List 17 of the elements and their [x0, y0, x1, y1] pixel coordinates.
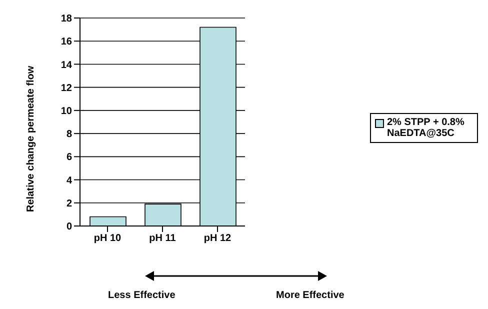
x-tick-label: pH 10 [94, 233, 122, 244]
y-tick-label: 14 [60, 60, 72, 71]
text: Less Effective [108, 290, 176, 301]
y-tick-label: 0 [66, 222, 72, 233]
y-tick-label: 4 [66, 175, 72, 186]
y-axis-title: Relative change permeate flow [26, 66, 37, 212]
y-tick-label: 18 [60, 14, 72, 25]
x-tick-label: pH 11 [149, 233, 176, 244]
y-tick-label: 16 [60, 36, 72, 48]
y-tick-label: 12 [60, 82, 72, 94]
y-tick-label: 10 [60, 106, 72, 117]
legend-label: 2% STPP + 0.8% NaEDTA@35C [387, 117, 466, 139]
text: More Effective [276, 290, 344, 301]
y-tick-label: 6 [66, 152, 72, 164]
x-tick-label: pH 12 [204, 233, 232, 244]
y-tick-label: 8 [66, 129, 72, 140]
y-tick-label: 2 [66, 198, 72, 210]
